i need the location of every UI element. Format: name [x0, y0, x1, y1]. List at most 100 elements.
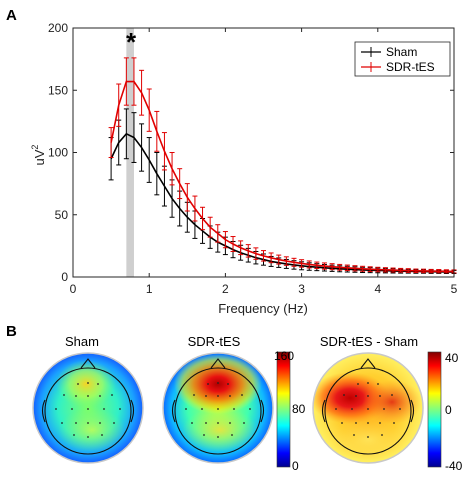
y-tick-label: 50 [55, 208, 69, 222]
electrode-dot [367, 408, 369, 410]
topomap-title-sham: Sham [65, 334, 99, 349]
electrode-dot [353, 434, 355, 436]
legend-label-sdr-tes: SDR-tES [386, 60, 435, 74]
legend-entry-sham: Sham [361, 45, 417, 59]
electrode-dot [207, 383, 209, 385]
electrode-dot [111, 394, 113, 396]
electrode-dot [367, 382, 369, 384]
topomap-difference-posterior-blob [328, 420, 408, 460]
y-tick-label: 0 [61, 270, 68, 284]
electrode-dot [367, 422, 369, 424]
panel-a-letter: A [6, 7, 17, 24]
topomap-title-sdr-tes: SDR-tES [188, 334, 241, 349]
series-line-sham [110, 132, 455, 273]
topomap-sham-left-ear [41, 399, 46, 423]
electrode-dot [351, 408, 353, 410]
topomap-sdr-tes-left-ear [171, 399, 176, 423]
topomap-sdr-tes-posterior-blob [182, 408, 258, 452]
electrode-dot [97, 383, 99, 385]
significance-marker: * [126, 27, 137, 57]
y-tick-label: 100 [48, 146, 68, 160]
electrode-dot [217, 436, 219, 438]
electrode-dot [379, 395, 381, 397]
topomap-sham-posterior-blob [58, 408, 126, 452]
electrode-dot [249, 408, 251, 410]
electrode-dot [355, 395, 357, 397]
electrode-dot [75, 395, 77, 397]
electrode-dot [217, 395, 219, 397]
legend: Sham SDR-tES [354, 41, 451, 77]
topomap-sham-head [44, 367, 132, 455]
topomap-difference-right-ear [410, 399, 415, 423]
y-axis-label-exponent: 2 [30, 145, 40, 150]
topomap-difference [312, 352, 424, 464]
electrode-dot [217, 382, 219, 384]
x-tick-label: 3 [298, 282, 305, 296]
series-line-sdr-tes [110, 80, 455, 273]
electrode-dot [75, 422, 77, 424]
panel-b-letter: B [6, 323, 17, 340]
colorbar-difference-tick-min: -40 [445, 459, 463, 473]
electrode-dot [383, 408, 385, 410]
electrode-dot [87, 422, 89, 424]
electrode-dot [379, 422, 381, 424]
colorbar-difference-tick-max: 40 [445, 351, 459, 365]
x-axis-label: Frequency (Hz) [218, 301, 308, 316]
y-tick-label: 200 [48, 21, 68, 35]
electrode-dot [185, 408, 187, 410]
y-axis-label: uV2 [30, 145, 47, 166]
x-tick-label: 1 [146, 282, 153, 296]
electrode-dot [393, 422, 395, 424]
legend-entry-sdr-tes: SDR-tES [361, 60, 435, 74]
svg-text:uV2: uV2 [30, 145, 47, 166]
electrode-dot [99, 395, 101, 397]
topomap-sham-nose [80, 358, 96, 369]
electrode-dot [201, 408, 203, 410]
electrode-dot [357, 383, 359, 385]
topomap-difference-right-blob [362, 380, 422, 424]
topomap-title-difference: SDR-tES - Sham [320, 334, 418, 349]
electrode-dot [119, 408, 121, 410]
electrode-dot [343, 394, 345, 396]
x-tick-label: 5 [451, 282, 458, 296]
electrode-dot [191, 422, 193, 424]
electrode-dot [103, 408, 105, 410]
electrode-dot [73, 434, 75, 436]
electrode-dot [205, 422, 207, 424]
topomap-sham-right-ear [130, 399, 135, 423]
colorbar-power: 160 80 0 [274, 349, 306, 473]
electrode-dot [99, 422, 101, 424]
colorbar-difference-tick-mid: 0 [445, 403, 452, 417]
electrode-dot [377, 383, 379, 385]
electrode-dot [55, 408, 57, 410]
significance-band [126, 28, 134, 277]
topomap-difference-rim [312, 352, 424, 464]
electrode-dot [87, 436, 89, 438]
topomap-sdr-tes-right-ear [260, 399, 265, 423]
legend-label-sham: Sham [386, 45, 417, 59]
colorbar-difference-gradient [427, 351, 442, 468]
electrode-dot [61, 422, 63, 424]
topomap-difference-electrodes [335, 382, 401, 438]
electrode-dot [367, 436, 369, 438]
topomap-sdr-tes-nose [210, 358, 226, 369]
topomap-sdr-tes-frontal-blob [174, 354, 262, 414]
electrode-dot [227, 383, 229, 385]
plot-frame [72, 27, 455, 278]
x-tick-label: 2 [222, 282, 229, 296]
electrode-dot [367, 395, 369, 397]
electrode-dot [355, 422, 357, 424]
topomap-sham [32, 352, 144, 464]
electrode-dot [101, 434, 103, 436]
electrode-dot [381, 434, 383, 436]
electrode-dot [241, 394, 243, 396]
electrode-dot [113, 422, 115, 424]
electrode-dot [335, 408, 337, 410]
topomap-sham-frontal-blob [56, 360, 116, 408]
topomap-difference-head [324, 367, 412, 455]
electrode-dot [217, 408, 219, 410]
series-sdr-tes [108, 57, 457, 274]
electrode-dot [243, 422, 245, 424]
topomap-sdr-tes-electrodes [185, 382, 251, 438]
